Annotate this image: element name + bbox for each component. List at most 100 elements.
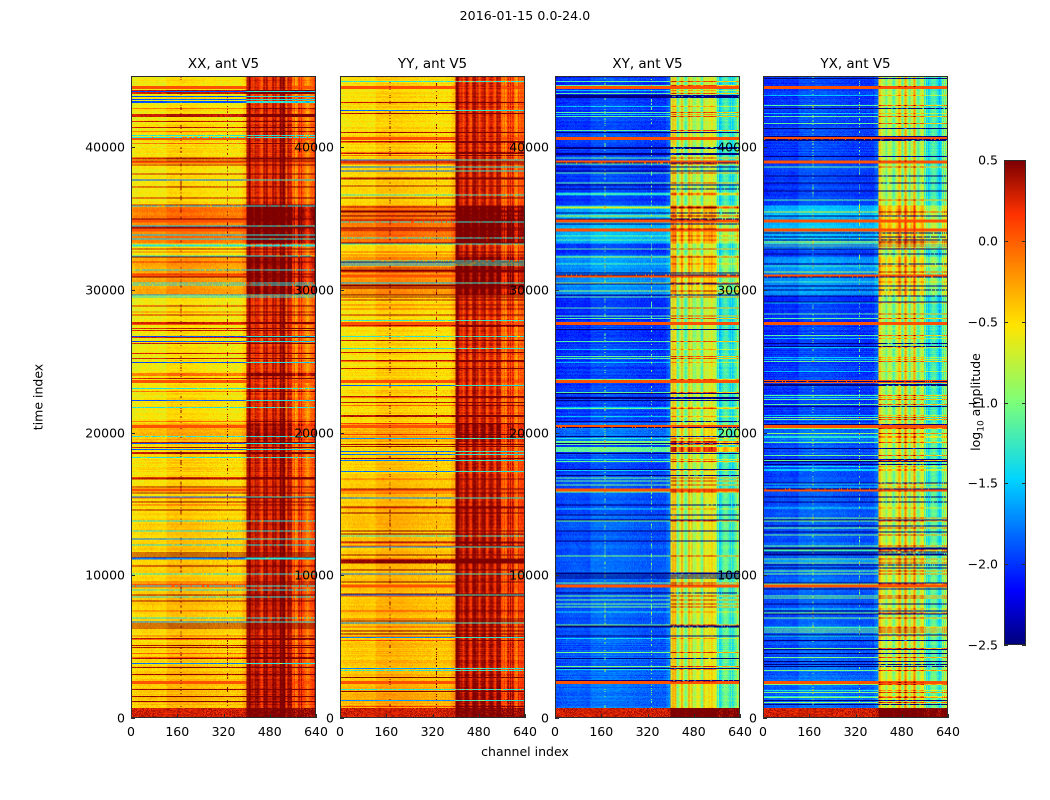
y-tick-label: 20000 [717,425,757,441]
x-tick-label: 0 [759,724,767,739]
heatmap-canvas-yy [341,77,524,717]
heatmap-panel-xy[interactable] [555,76,740,718]
x-tick-mark [525,714,526,718]
x-tick-mark [555,714,556,718]
colorbar-tick-mark [1004,645,1008,646]
x-tick-mark [948,714,949,718]
x-tick-label: 640 [936,724,960,739]
figure-suptitle: 2016-01-15 0.0-24.0 [459,8,591,23]
colorbar-tick-mark [1022,321,1026,323]
panel-title-xx: XX, ant V5 [187,56,260,72]
y-tick-label: 20000 [85,425,125,441]
x-tick-label: 320 [635,724,660,739]
x-tick-mark [177,714,179,718]
panel-title-xy: XY, ant V5 [612,56,683,72]
y-tick-label: 30000 [509,282,549,298]
y-tick-label: 30000 [717,282,757,298]
colorbar-tick-mark [1022,160,1026,161]
y-tick-labels-panel-1: 0 10000 20000 30000 40000 [270,76,334,726]
x-tick-mark [763,714,764,718]
x-tick-labels-panel-1: 0 160 320 480 640 [336,724,537,744]
colorbar-tick-label: −1.0 [967,395,998,410]
x-tick-mark [269,714,271,718]
x-tick-labels-panel-2: 0 160 320 480 640 [551,724,752,744]
heatmap-panel-xx[interactable] [131,76,316,718]
colorbar-tick-label: −2.0 [967,556,998,572]
y-tick-label: 40000 [509,139,549,155]
x-tick-mark [478,714,480,718]
y-tick-labels-panel-0: 0 10000 20000 30000 40000 [61,76,125,726]
x-tick-mark [601,714,603,718]
heatmap-panel-yx[interactable] [763,76,948,718]
y-axis-label: time index [30,363,46,431]
x-tick-mark [131,714,132,718]
x-tick-label: 480 [681,724,706,739]
y-tick-label: 20000 [294,425,334,441]
y-tick-labels-panel-2: 0 10000 20000 30000 40000 [485,76,549,726]
y-tick-label: 40000 [294,139,334,155]
y-tick-mark [763,147,767,149]
x-tick-label: 320 [843,724,868,739]
colorbar-tick-mark [1004,240,1008,242]
y-tick-label: 0 [326,710,334,726]
y-tick-label: 10000 [294,567,334,583]
colorbar-tick-label: 0.0 [978,233,998,249]
y-tick-mark [340,718,344,719]
x-tick-label: 0 [551,724,559,739]
x-tick-mark [316,714,317,718]
y-tick-label: 10000 [509,567,549,583]
heatmap-canvas-yx [764,77,947,717]
x-tick-label: 0 [127,724,135,739]
colorbar-tick-mark [1022,402,1026,404]
x-tick-labels-panel-3: 0 160 320 480 640 [759,724,960,744]
y-tick-mark [131,432,135,434]
y-tick-mark [763,432,767,434]
heatmap-panel-yy[interactable] [340,76,525,718]
y-tick-label: 20000 [509,425,549,441]
y-tick-mark [555,290,559,291]
heatmap-canvas-xy [556,77,739,717]
colorbar-canvas [1005,161,1025,644]
y-tick-labels-panel-3: 0 10000 20000 30000 40000 [693,76,757,726]
x-tick-label: 640 [304,724,328,739]
y-tick-mark [340,432,344,434]
x-tick-label: 480 [466,724,491,739]
x-tick-mark [740,714,741,718]
colorbar-tick-mark [1022,564,1026,566]
colorbar-tick-mark [1004,321,1008,323]
y-tick-label: 0 [541,710,549,726]
panel-title-yy: YY, ant V5 [397,56,468,72]
x-tick-label: 160 [797,724,822,739]
y-tick-label: 30000 [85,282,125,298]
y-tick-label: 40000 [85,139,125,155]
x-tick-mark [386,714,388,718]
x-tick-mark [855,714,857,718]
y-tick-mark [763,718,767,719]
colorbar-tick-mark [1022,240,1026,242]
x-tick-mark [340,714,341,718]
colorbar-tick-mark [1022,483,1026,485]
panel-title-yx: YX, ant V5 [820,56,891,72]
x-tick-label: 160 [374,724,399,739]
y-tick-label: 0 [749,710,757,726]
colorbar-tick-labels: −2.5 −2.0 −1.5 −1.0 −0.5 0.0 0.5 [944,153,998,653]
y-tick-mark [555,432,559,434]
y-tick-label: 0 [117,710,125,726]
y-tick-mark [131,147,135,149]
x-tick-label: 320 [420,724,445,739]
x-tick-mark [901,714,903,718]
x-tick-label: 320 [211,724,236,739]
y-tick-mark [763,290,767,291]
heatmap-canvas-xx [132,77,315,717]
colorbar-label: log10 amplitude [967,353,987,451]
x-tick-label: 160 [165,724,190,739]
x-tick-label: 480 [889,724,914,739]
x-tick-mark [432,714,434,718]
colorbar-tick-label: −2.5 [967,637,998,653]
colorbar-tick-mark [1004,564,1008,566]
x-tick-label: 0 [336,724,344,739]
x-tick-mark [647,714,649,718]
y-tick-mark [340,575,344,577]
y-tick-label: 40000 [717,139,757,155]
y-tick-mark [555,718,559,719]
